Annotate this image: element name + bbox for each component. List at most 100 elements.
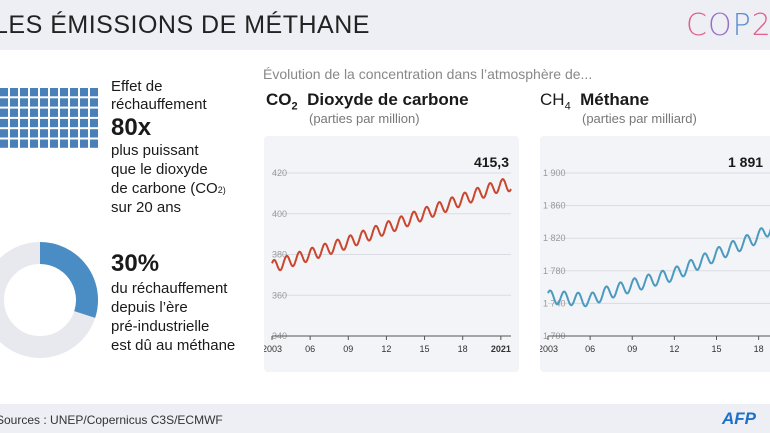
grid-square: [80, 139, 88, 148]
grid-square: [10, 139, 18, 148]
grid-square: [40, 88, 48, 97]
stat2-line4: est dû au méthane: [111, 337, 236, 354]
grid-square: [0, 118, 8, 128]
grid-square: [60, 118, 68, 128]
grid-square: [50, 108, 58, 117]
grid-square: [10, 98, 18, 107]
co2-title-text: Dioxyde de carbone: [307, 90, 469, 109]
charts-subtitle: Évolution de la concentration dans l’atm…: [263, 66, 593, 82]
grid-square: [20, 118, 28, 128]
grid-square: [10, 129, 18, 138]
cop-letter-p: P: [732, 8, 752, 43]
grid-square: [60, 88, 68, 97]
stat2-value: 30%: [111, 250, 160, 277]
grid-square: [70, 98, 78, 107]
grid-square: [20, 129, 28, 138]
co2-chart-panel: 340 360 380 400 420 2003 06 09 12 15 18 2021 415,3: [264, 136, 519, 372]
end-value-label: 415,3: [474, 154, 509, 170]
stat1-line4: sur 20 ans: [111, 199, 182, 216]
grid-square: [50, 118, 58, 128]
grid-square: [10, 118, 18, 128]
x-tick-label: 15: [712, 344, 722, 354]
y-tick-label: 1 860: [543, 201, 566, 211]
grid-square: [20, 108, 28, 117]
grid-square: [30, 118, 38, 128]
page-title: LES ÉMISSIONS DE MÉTHANE: [0, 11, 370, 39]
grid-square: [80, 108, 88, 117]
donut-segment: [39, 242, 98, 318]
grid-square: [20, 98, 28, 107]
grid-square: [50, 88, 58, 97]
grid-square: [80, 98, 88, 107]
stat1-line3: de carbone (CO2): [111, 180, 226, 199]
x-tick-label: 09: [627, 344, 637, 354]
grid-square: [70, 118, 78, 128]
x-tick-label: 15: [420, 344, 430, 354]
grid-square: [90, 139, 98, 148]
grid-square: [30, 98, 38, 107]
grid-square: [40, 98, 48, 107]
cop-letter-c: C: [686, 8, 708, 43]
grid-square: [90, 98, 98, 107]
grid-square: [20, 139, 28, 148]
series-line: [271, 178, 512, 272]
stat2-line1: du réchauffement: [111, 280, 228, 297]
stat2-line3: pré-industrielle: [111, 318, 210, 335]
x-tick-label: 2003: [264, 344, 282, 354]
grid-square: [60, 98, 68, 107]
grid-square: [70, 88, 78, 97]
ch4-symbol-sub: 4: [564, 100, 571, 113]
grid-square: [60, 129, 68, 138]
x-tick-label: 18: [458, 344, 468, 354]
afp-logo: AFP: [722, 409, 756, 428]
co2-symbol: CO: [266, 90, 292, 109]
stat1-label2: réchauffement: [111, 96, 207, 113]
footer-bar: Sources : UNEP/Copernicus C3S/ECMWF AFP: [0, 404, 770, 433]
x-tick-label: 2003: [540, 344, 558, 354]
x-tick-label: 12: [381, 344, 391, 354]
sources-text: Sources : UNEP/Copernicus C3S/ECMWF: [0, 413, 223, 427]
y-tick-label: 360: [272, 290, 287, 300]
stat1-line3-text: de carbone (CO: [111, 180, 218, 197]
grid-square: [40, 139, 48, 148]
grid-square: [60, 108, 68, 117]
co2-unit: (parties par million): [309, 111, 420, 126]
y-tick-label: 420: [272, 168, 287, 178]
y-tick-label: 380: [272, 250, 287, 260]
grid-square: [40, 108, 48, 117]
stat1-line2: que le dioxyde: [111, 161, 208, 178]
grid-square: [80, 88, 88, 97]
grid-square: [80, 118, 88, 128]
stat1-line1: plus puissant: [111, 142, 199, 159]
x-tick-label: 06: [585, 344, 595, 354]
y-tick-label: 1 740: [543, 298, 566, 308]
grid-square: [40, 118, 48, 128]
ch4-unit: (parties par milliard): [582, 111, 697, 126]
stat2-line2: depuis l’ère: [111, 299, 188, 316]
cop-letter-o: O: [707, 8, 733, 43]
end-value-label: 1 891: [728, 154, 763, 170]
series-line: [547, 227, 770, 308]
grid-square: [40, 129, 48, 138]
grid-square: [90, 108, 98, 117]
y-tick-label: 1 820: [543, 233, 566, 243]
x-tick-label: 12: [669, 344, 679, 354]
grid-square: [50, 98, 58, 107]
grid-square: [30, 129, 38, 138]
stat1-label1: Effet de: [111, 78, 163, 95]
grid-square: [0, 98, 8, 107]
grid-square: [30, 88, 38, 97]
header-bar: LES ÉMISSIONS DE MÉTHANE COP27: [0, 0, 770, 50]
y-tick-label: 400: [272, 209, 287, 219]
x-tick-label: 2021: [491, 344, 511, 354]
grid-square: [70, 129, 78, 138]
grid-square: [60, 139, 68, 148]
squares-grid-icon: [0, 88, 98, 148]
y-tick-label: 1 780: [543, 266, 566, 276]
x-tick-label: 18: [754, 344, 764, 354]
co2-chart-title: CO2 Dioxyde de carbone: [266, 90, 469, 112]
stat1-value: 80x: [111, 114, 152, 141]
grid-square: [70, 139, 78, 148]
grid-square: [20, 88, 28, 97]
